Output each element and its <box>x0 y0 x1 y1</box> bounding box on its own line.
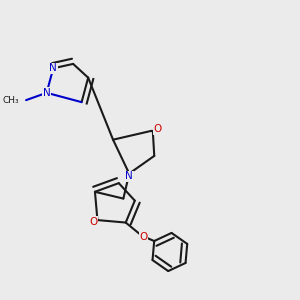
Text: O: O <box>139 232 148 242</box>
Text: N: N <box>125 172 133 182</box>
Text: CH₃: CH₃ <box>2 96 19 105</box>
Text: O: O <box>89 217 97 226</box>
Text: O: O <box>153 124 161 134</box>
Text: N: N <box>43 88 50 98</box>
Text: N: N <box>49 63 57 73</box>
